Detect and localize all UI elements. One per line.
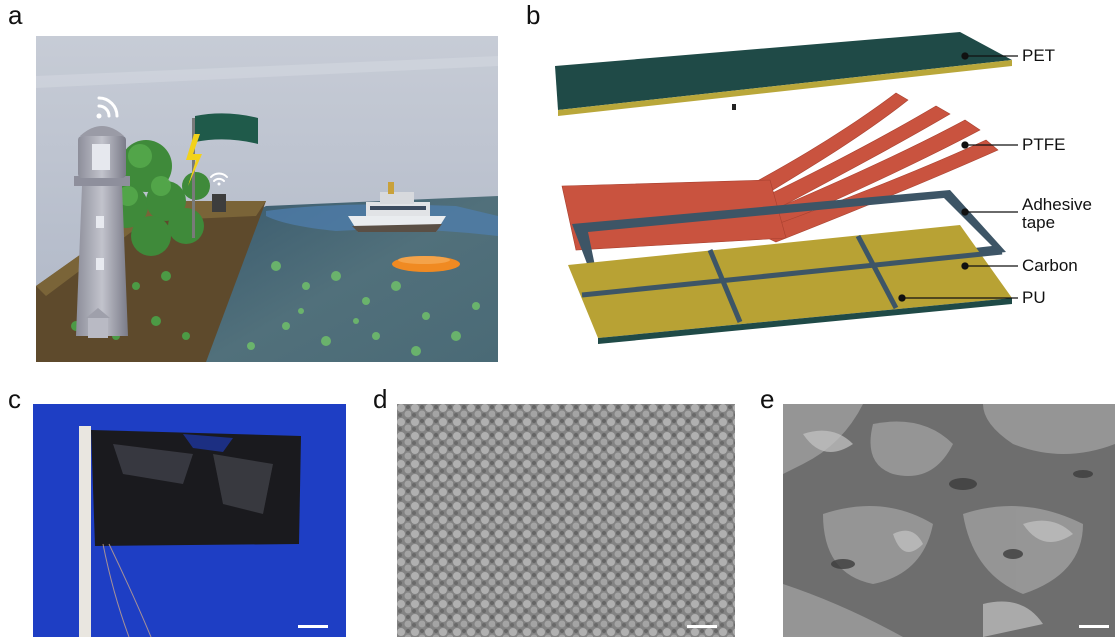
panel-d-letter: d [373,384,388,414]
panel-c-photo [33,404,346,637]
pet-layer [555,32,1012,110]
label-adhesive-line2: tape [1022,212,1056,232]
panel-e-sem-image [783,404,1115,637]
label-pu: PU [1022,288,1046,307]
wifi-signal-icon [96,96,119,119]
label-adhesive-tape: Adhesive tape [1022,196,1092,232]
pu-layer [598,298,1012,344]
adhesive-tape-frame [572,190,1006,298]
panel-b-exploded-layer-diagram [540,20,1115,360]
lighthouse [74,126,130,338]
label-carbon: Carbon [1022,256,1078,275]
panel-a-letter: a [8,0,23,30]
panel-a-scene-illustration [36,36,498,362]
panel-b-letter: b [526,0,541,30]
green-flag [195,113,258,144]
lightning-bolt-icon [186,134,202,186]
panel-e-letter: e [760,384,775,414]
carbon-layer [568,225,1012,338]
label-ptfe: PTFE [1022,135,1066,154]
scale-bar-icon [687,625,717,628]
ship [348,182,446,232]
label-pet: PET [1022,46,1056,65]
panel-c-letter: c [8,384,21,414]
panel-d-sem-image [397,404,735,637]
label-adhesive-line1: Adhesive [1022,195,1092,214]
scale-bar-icon [298,625,328,628]
scale-bar-icon [1079,625,1109,628]
